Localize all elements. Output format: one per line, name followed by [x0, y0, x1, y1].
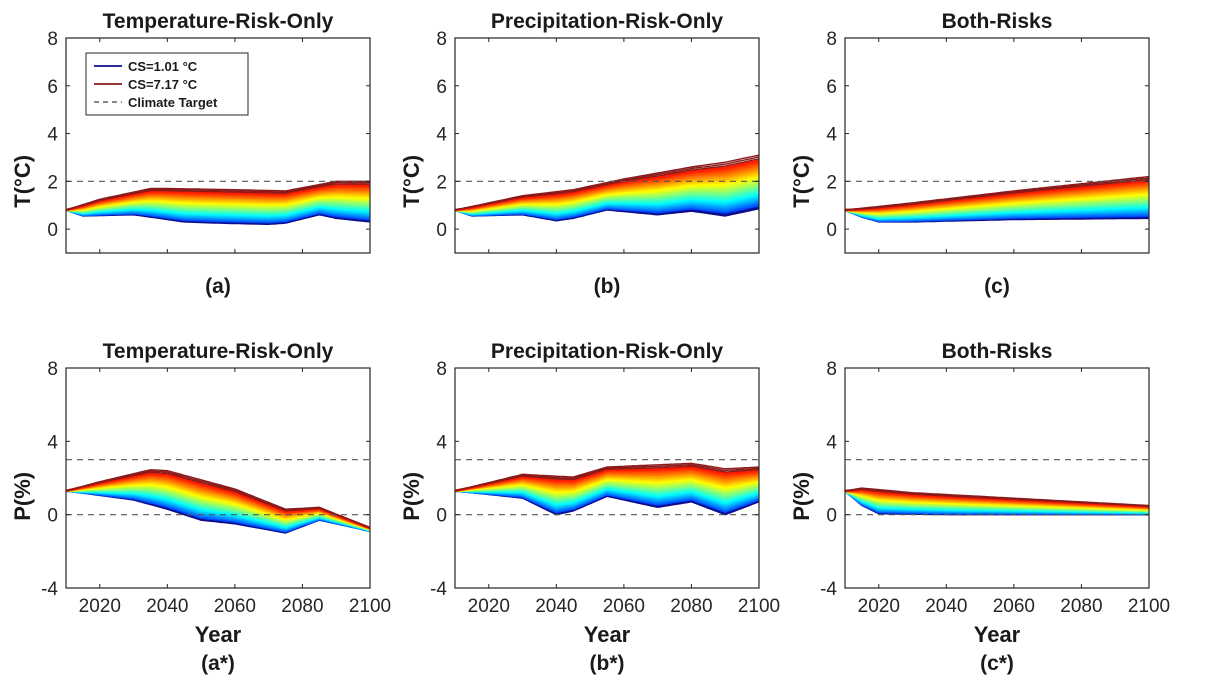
series-line	[66, 180, 370, 211]
x-tick-label: 2020	[79, 596, 121, 617]
axes-frame	[454, 367, 760, 589]
panel-b-star: Precipitation-Risk-Only -4 0 4 8 2020 2040 2060…	[399, 340, 780, 675]
axes-frame	[844, 37, 1150, 254]
ensemble-lines	[845, 175, 1149, 223]
y-tick-label: 8	[47, 29, 58, 50]
y-tick-label: 6	[436, 77, 447, 98]
y-tick-label: 6	[826, 77, 837, 98]
x-tick-label: 2080	[281, 596, 323, 617]
panel-title: Precipitation-Risk-Only	[491, 10, 724, 33]
y-axis-label: T(°C)	[789, 155, 814, 208]
y-tick-label: 2	[47, 172, 58, 193]
x-tick-label: 2060	[214, 596, 256, 617]
x-tick-label: 2100	[349, 596, 391, 617]
y-tick-label: 8	[47, 359, 58, 380]
legend-entry: CS=7.17 °C	[128, 77, 198, 92]
y-tick-label: 8	[436, 29, 447, 50]
y-tick-label: 4	[826, 125, 837, 146]
panel-title: Temperature-Risk-Only	[103, 340, 334, 363]
plot-area	[66, 368, 370, 588]
x-tick-label: 2040	[535, 596, 577, 617]
panel-label: (b*)	[590, 652, 625, 675]
axes-frame	[65, 367, 371, 589]
panel-title: Precipitation-Risk-Only	[491, 340, 724, 363]
panel-c-star: Both-Risks -4 0 4 8 2020 2040 2060 2080 2100 P(%) Y…	[789, 340, 1170, 675]
panel-label: (a)	[205, 275, 231, 298]
plot-area	[455, 38, 759, 253]
y-tick-label: 0	[47, 506, 58, 527]
ensemble-lines	[455, 462, 759, 516]
x-tick-label: 2040	[925, 596, 967, 617]
y-tick-label: 4	[47, 432, 58, 453]
y-tick-label: 0	[826, 506, 837, 527]
legend-entry: CS=1.01 °C	[128, 59, 198, 74]
panel-c: Both-Risks 0 2 4 6 8 T(°C) (c)	[789, 10, 1150, 298]
y-axis-label: T(°C)	[10, 155, 35, 208]
y-tick-label: -4	[430, 579, 447, 600]
legend-entry: Climate Target	[128, 95, 218, 110]
y-tick-label: -4	[820, 579, 837, 600]
y-axis-label: P(%)	[399, 472, 424, 521]
ensemble-lines	[66, 180, 370, 225]
legend: CS=1.01 °C CS=7.17 °C Climate Target	[85, 52, 249, 116]
y-tick-label: 0	[826, 220, 837, 241]
x-tick-label: 2080	[670, 596, 712, 617]
y-tick-label: 2	[826, 172, 837, 193]
x-axis-label: Year	[584, 622, 631, 647]
y-tick-label: 4	[436, 432, 447, 453]
y-axis-label: T(°C)	[399, 155, 424, 208]
ensemble-lines	[845, 487, 1149, 516]
panel-label: (c*)	[980, 652, 1014, 675]
x-tick-label: 2100	[738, 596, 780, 617]
y-axis-label: P(%)	[10, 472, 35, 521]
y-axis-label: P(%)	[789, 472, 814, 521]
series-line	[66, 469, 370, 529]
ensemble-lines	[455, 154, 759, 222]
axes-frame	[65, 37, 371, 254]
axes-frame	[454, 37, 760, 254]
x-tick-label: 2060	[603, 596, 645, 617]
y-tick-label: 0	[47, 220, 58, 241]
y-tick-label: 4	[826, 432, 837, 453]
x-axis-label: Year	[974, 622, 1021, 647]
panel-title: Temperature-Risk-Only	[103, 10, 334, 33]
axes-frame	[844, 367, 1150, 589]
y-tick-label: 8	[826, 359, 837, 380]
y-tick-label: 4	[47, 125, 58, 146]
series-line	[845, 487, 1149, 507]
x-tick-label: 2020	[468, 596, 510, 617]
x-tick-label: 2100	[1128, 596, 1170, 617]
y-tick-label: 8	[826, 29, 837, 50]
plot-area	[845, 368, 1149, 588]
x-axis-label: Year	[195, 622, 242, 647]
x-tick-label: 2040	[146, 596, 188, 617]
x-tick-label: 2080	[1060, 596, 1102, 617]
x-tick-label: 2060	[993, 596, 1035, 617]
panel-a: Temperature-Risk-Only 0 2 4 6 8 T(°C) (a) CS=1.0…	[10, 10, 371, 298]
panel-b: Precipitation-Risk-Only 0 2 4 6 8 T(°C) (b)	[399, 10, 760, 298]
y-tick-label: 0	[436, 506, 447, 527]
series-line	[455, 462, 759, 492]
y-tick-label: 0	[436, 220, 447, 241]
series-line	[455, 154, 759, 211]
x-tick-label: 2020	[858, 596, 900, 617]
y-tick-label: 4	[436, 125, 447, 146]
panel-title: Both-Risks	[942, 10, 1053, 33]
y-tick-label: 6	[47, 77, 58, 98]
panel-label: (a*)	[201, 652, 235, 675]
y-tick-label: 8	[436, 359, 447, 380]
panel-label: (b)	[594, 275, 621, 298]
panel-label: (c)	[984, 275, 1010, 298]
panel-a-star: Temperature-Risk-Only -4 0 4 8 2020 2040 2060 20…	[10, 340, 391, 675]
y-tick-label: 2	[436, 172, 447, 193]
panel-title: Both-Risks	[942, 340, 1053, 363]
y-tick-label: -4	[41, 579, 58, 600]
